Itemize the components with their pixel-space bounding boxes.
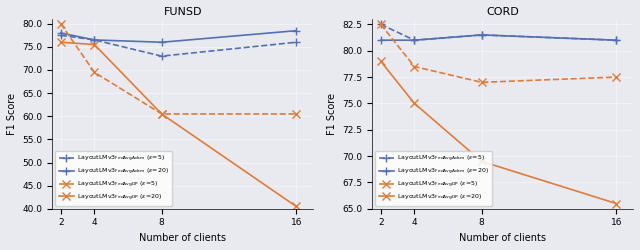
LayoutLMv3$_{\mathrm{FedAvgAdam}}$ ($\epsilon$=5)	[90, 38, 98, 42]
LayoutLMv3$_{\mathrm{FedAvgAdam}}$ ($\epsilon$=20)	[90, 38, 98, 42]
LayoutLMv3$_{\mathrm{FedAvgDP}}$ ($\epsilon$=5)	[478, 81, 486, 84]
LayoutLMv3$_{\mathrm{FedAvgDP}}$ ($\epsilon$=5)	[90, 71, 98, 74]
X-axis label: Number of clients: Number of clients	[460, 233, 546, 243]
LayoutLMv3$_{\mathrm{FedAvgDP}}$ ($\epsilon$=20)	[377, 60, 385, 63]
LayoutLMv3$_{\mathrm{FedAvgAdam}}$ ($\epsilon$=20)	[612, 39, 620, 42]
Line: LayoutLMv3$_{\mathrm{FedAvgAdam}}$ ($\epsilon$=5): LayoutLMv3$_{\mathrm{FedAvgAdam}}$ ($\ep…	[376, 20, 620, 44]
LayoutLMv3$_{\mathrm{FedAvgDP}}$ ($\epsilon$=20)	[410, 102, 418, 105]
LayoutLMv3$_{\mathrm{FedAvgDP}}$ ($\epsilon$=5)	[57, 22, 65, 25]
LayoutLMv3$_{\mathrm{FedAvgAdam}}$ ($\epsilon$=20)	[292, 29, 300, 32]
LayoutLMv3$_{\mathrm{FedAvgAdam}}$ ($\epsilon$=20)	[478, 34, 486, 36]
LayoutLMv3$_{\mathrm{FedAvgAdam}}$ ($\epsilon$=20)	[377, 39, 385, 42]
LayoutLMv3$_{\mathrm{FedAvgAdam}}$ ($\epsilon$=5)	[57, 34, 65, 37]
LayoutLMv3$_{\mathrm{FedAvgDP}}$ ($\epsilon$=20)	[478, 160, 486, 163]
Line: LayoutLMv3$_{\mathrm{FedAvgAdam}}$ ($\epsilon$=20): LayoutLMv3$_{\mathrm{FedAvgAdam}}$ ($\ep…	[56, 26, 300, 46]
X-axis label: Number of clients: Number of clients	[140, 233, 226, 243]
Legend: LayoutLMv3$_{\mathrm{FedAvgAdam}}$ ($\epsilon$=5), LayoutLMv3$_{\mathrm{FedAvgAd: LayoutLMv3$_{\mathrm{FedAvgAdam}}$ ($\ep…	[376, 151, 492, 206]
Legend: LayoutLMv3$_{\mathrm{FedAvgAdam}}$ ($\epsilon$=5), LayoutLMv3$_{\mathrm{FedAvgAd: LayoutLMv3$_{\mathrm{FedAvgAdam}}$ ($\ep…	[56, 151, 172, 206]
Y-axis label: F1 Score: F1 Score	[7, 93, 17, 135]
LayoutLMv3$_{\mathrm{FedAvgDP}}$ ($\epsilon$=20)	[90, 43, 98, 46]
LayoutLMv3$_{\mathrm{FedAvgDP}}$ ($\epsilon$=20)	[158, 112, 166, 116]
LayoutLMv3$_{\mathrm{FedAvgAdam}}$ ($\epsilon$=20)	[57, 32, 65, 34]
LayoutLMv3$_{\mathrm{FedAvgAdam}}$ ($\epsilon$=20)	[158, 41, 166, 44]
Line: LayoutLMv3$_{\mathrm{FedAvgDP}}$ ($\epsilon$=5): LayoutLMv3$_{\mathrm{FedAvgDP}}$ ($\epsi…	[376, 20, 620, 86]
LayoutLMv3$_{\mathrm{FedAvgDP}}$ ($\epsilon$=5)	[292, 112, 300, 116]
Line: LayoutLMv3$_{\mathrm{FedAvgDP}}$ ($\epsilon$=5): LayoutLMv3$_{\mathrm{FedAvgDP}}$ ($\epsi…	[56, 20, 300, 118]
LayoutLMv3$_{\mathrm{FedAvgDP}}$ ($\epsilon$=20)	[292, 205, 300, 208]
Title: CORD: CORD	[486, 7, 519, 17]
LayoutLMv3$_{\mathrm{FedAvgAdam}}$ ($\epsilon$=5)	[158, 54, 166, 58]
LayoutLMv3$_{\mathrm{FedAvgDP}}$ ($\epsilon$=5)	[410, 65, 418, 68]
LayoutLMv3$_{\mathrm{FedAvgDP}}$ ($\epsilon$=20)	[57, 41, 65, 44]
Line: LayoutLMv3$_{\mathrm{FedAvgDP}}$ ($\epsilon$=20): LayoutLMv3$_{\mathrm{FedAvgDP}}$ ($\epsi…	[56, 38, 300, 211]
LayoutLMv3$_{\mathrm{FedAvgDP}}$ ($\epsilon$=20)	[612, 202, 620, 205]
LayoutLMv3$_{\mathrm{FedAvgAdam}}$ ($\epsilon$=5)	[478, 34, 486, 36]
LayoutLMv3$_{\mathrm{FedAvgAdam}}$ ($\epsilon$=5)	[377, 23, 385, 26]
LayoutLMv3$_{\mathrm{FedAvgAdam}}$ ($\epsilon$=20)	[410, 39, 418, 42]
LayoutLMv3$_{\mathrm{FedAvgAdam}}$ ($\epsilon$=5)	[612, 39, 620, 42]
Y-axis label: F1 Score: F1 Score	[327, 93, 337, 135]
Line: LayoutLMv3$_{\mathrm{FedAvgDP}}$ ($\epsilon$=20): LayoutLMv3$_{\mathrm{FedAvgDP}}$ ($\epsi…	[376, 57, 620, 208]
LayoutLMv3$_{\mathrm{FedAvgAdam}}$ ($\epsilon$=5)	[410, 39, 418, 42]
Line: LayoutLMv3$_{\mathrm{FedAvgAdam}}$ ($\epsilon$=20): LayoutLMv3$_{\mathrm{FedAvgAdam}}$ ($\ep…	[376, 31, 620, 44]
LayoutLMv3$_{\mathrm{FedAvgAdam}}$ ($\epsilon$=5)	[292, 41, 300, 44]
LayoutLMv3$_{\mathrm{FedAvgDP}}$ ($\epsilon$=5)	[158, 112, 166, 116]
LayoutLMv3$_{\mathrm{FedAvgDP}}$ ($\epsilon$=5)	[612, 76, 620, 78]
Title: FUNSD: FUNSD	[163, 7, 202, 17]
Line: LayoutLMv3$_{\mathrm{FedAvgAdam}}$ ($\epsilon$=5): LayoutLMv3$_{\mathrm{FedAvgAdam}}$ ($\ep…	[56, 31, 300, 60]
LayoutLMv3$_{\mathrm{FedAvgDP}}$ ($\epsilon$=5)	[377, 23, 385, 26]
